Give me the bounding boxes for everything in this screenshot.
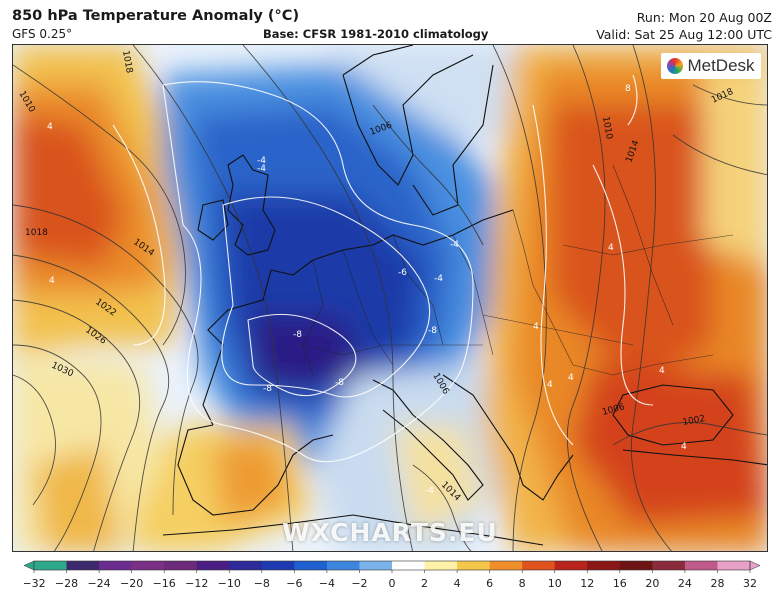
anomaly-label: 4 <box>49 276 55 286</box>
legend-tick-label: −10 <box>218 577 241 590</box>
legend-color-step <box>196 561 230 570</box>
legend-tick-label: −8 <box>254 577 270 590</box>
anomaly-label: -4 <box>450 240 459 250</box>
legend-tick-label: 6 <box>486 577 493 590</box>
anomaly-label: 4 <box>547 380 553 390</box>
valid-time-label: Valid: Sat 25 Aug 12:00 UTC <box>596 27 772 42</box>
legend-color-step <box>554 561 588 570</box>
legend-color-step <box>652 561 686 570</box>
climatology-base-label: Base: CFSR 1981-2010 climatology <box>263 27 489 41</box>
coastlines <box>162 45 767 546</box>
legend-color-step <box>359 561 393 570</box>
legend-tick-label: 2 <box>421 577 428 590</box>
legend-tick-label: 32 <box>743 577 757 590</box>
anomaly-field <box>13 45 767 551</box>
legend-color-step <box>66 561 100 570</box>
anomaly-label: -4 <box>257 156 266 166</box>
run-time-label: Run: Mon 20 Aug 00Z <box>636 10 772 25</box>
metdesk-logo-text: MetDesk <box>687 56 755 75</box>
anomaly-map[interactable]: 1010 1014 1018 1022 1026 1030 1006 1010 … <box>12 44 768 552</box>
legend-color-step <box>261 561 295 570</box>
legend-tick-label: 4 <box>454 577 461 590</box>
legend-tick-label: −16 <box>153 577 176 590</box>
legend-color-step <box>522 561 556 570</box>
isobar-label: 1002 <box>682 414 706 428</box>
anomaly-label: 4 <box>568 373 574 383</box>
legend-tick-label: 12 <box>580 577 594 590</box>
anomaly-label: 4 <box>533 322 539 332</box>
anomaly-label: 4 <box>47 122 53 132</box>
anomaly-contours <box>112 74 654 463</box>
legend-color-step <box>717 561 751 570</box>
anomaly-label: -4 <box>425 486 434 496</box>
legend-tick-label: −4 <box>319 577 335 590</box>
metdesk-logo-icon <box>667 58 684 74</box>
legend-color-step <box>131 561 165 570</box>
legend-color-step <box>489 561 523 570</box>
legend-color-step <box>294 561 328 570</box>
model-label: GFS 0.25° <box>12 27 73 41</box>
legend-tick-label: −12 <box>185 577 208 590</box>
isobars <box>13 45 767 551</box>
anomaly-label: 4 <box>659 366 665 376</box>
anomaly-label: 4 <box>681 442 687 452</box>
legend-tick-label: −2 <box>351 577 367 590</box>
legend-colorbar: −32 −28 −24 −20 −16 −12 −10 −8 −6 −4 −2 0 2 4 6 8 10 12 16… <box>24 560 760 590</box>
legend-color-step <box>684 561 718 570</box>
legend-color-step <box>229 561 263 570</box>
legend-color-step <box>34 561 68 570</box>
chart-title: 850 hPa Temperature Anomaly (°C) <box>12 8 300 24</box>
legend-color-step <box>457 561 491 570</box>
anomaly-label: 8 <box>625 84 631 94</box>
anomaly-labels: 4 4 -4 -4 -4 -6 -4 -8 -8 -8 -8 4 4 4 -4 … <box>47 84 687 496</box>
anomaly-label: -8 <box>263 384 272 394</box>
legend-color-step <box>587 561 621 570</box>
anomaly-label: -4 <box>257 164 266 174</box>
legend-tick-label: 20 <box>645 577 659 590</box>
isobar-label: 1010 <box>600 116 614 141</box>
anomaly-label: -8 <box>293 330 302 340</box>
legend-tick-label: −6 <box>286 577 302 590</box>
legend-color-step <box>392 561 426 570</box>
legend-tick-label: 16 <box>613 577 627 590</box>
wxcharts-watermark: WXCHARTS.EU <box>282 518 498 547</box>
anomaly-label: -8 <box>428 326 437 336</box>
legend-tick-label: −24 <box>87 577 110 590</box>
legend-tick-label: 10 <box>548 577 562 590</box>
isobar-label: 1018 <box>25 228 48 238</box>
legend-color-step <box>619 561 653 570</box>
legend-color-step <box>164 561 198 570</box>
legend-tick-label: 8 <box>519 577 526 590</box>
legend-color-step <box>99 561 133 570</box>
legend-arrow-high <box>749 560 760 571</box>
map-canvas: 1010 1014 1018 1022 1026 1030 1006 1010 … <box>13 45 767 551</box>
legend-tick-label: 28 <box>710 577 724 590</box>
anomaly-label: -6 <box>398 268 407 278</box>
legend-tick-label: 24 <box>678 577 692 590</box>
legend-tick-label: −28 <box>55 577 78 590</box>
legend-tick-label: −20 <box>120 577 143 590</box>
metdesk-logo: MetDesk <box>661 53 761 79</box>
color-legend: −32 −28 −24 −20 −16 −12 −10 −8 −6 −4 −2 0 2 4 6 8 10 12 16… <box>24 559 760 591</box>
legend-tick-label: −32 <box>24 577 46 590</box>
anomaly-label: 4 <box>608 243 614 253</box>
legend-arrow-low <box>24 560 35 571</box>
anomaly-label: -8 <box>335 378 344 388</box>
legend-color-step <box>326 561 360 570</box>
isobar-label: 1018 <box>120 50 134 75</box>
anomaly-label: -4 <box>434 274 443 284</box>
legend-tick-label: 0 <box>389 577 396 590</box>
legend-color-step <box>424 561 458 570</box>
